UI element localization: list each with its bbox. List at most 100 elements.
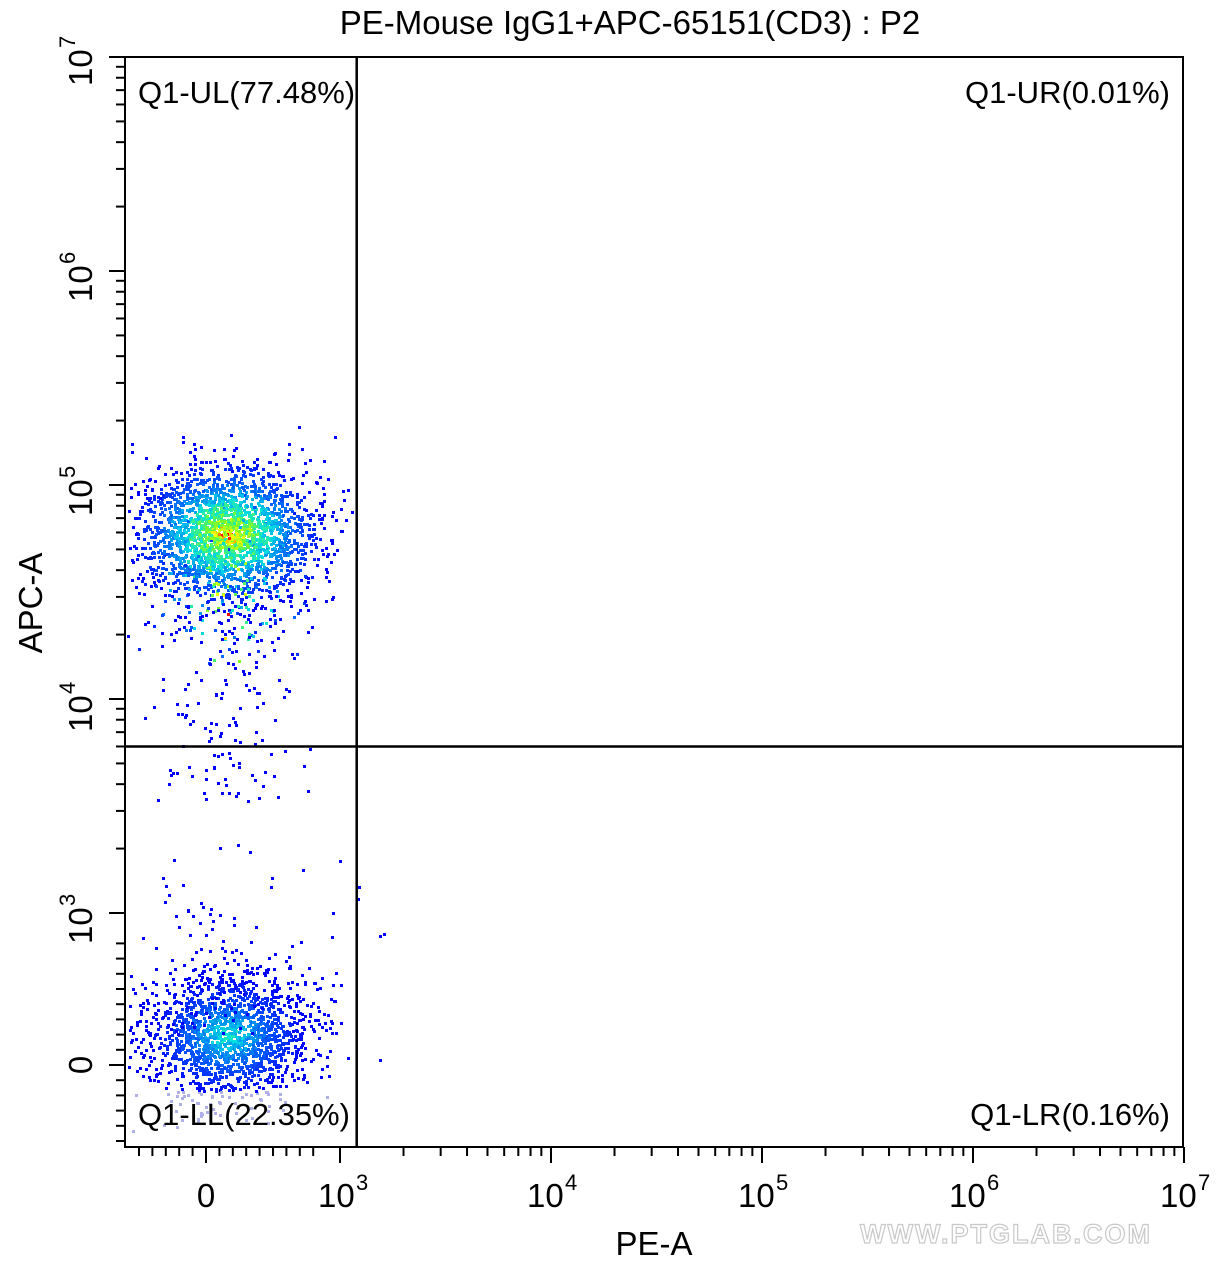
event-dot	[303, 1074, 306, 1077]
event-dot	[268, 1046, 271, 1049]
event-dot	[216, 1041, 219, 1044]
event-dot	[190, 1035, 193, 1038]
event-dot	[226, 565, 229, 568]
event-dot	[201, 604, 204, 607]
event-dot	[202, 490, 205, 493]
event-dot	[170, 505, 173, 508]
event-dot	[307, 534, 310, 537]
event-dot	[215, 516, 218, 519]
event-dot	[273, 547, 276, 550]
event-dot	[323, 527, 326, 530]
event-dot	[159, 1046, 162, 1049]
event-dot	[179, 526, 182, 529]
event-dot	[227, 589, 230, 592]
event-dot	[301, 448, 304, 451]
event-dot	[285, 552, 288, 555]
event-dot	[172, 572, 175, 575]
event-dot	[212, 1026, 215, 1029]
event-dot	[297, 612, 300, 615]
event-dot	[233, 1024, 236, 1027]
event-dot	[153, 1037, 156, 1040]
event-dot	[205, 1009, 208, 1012]
event-dot	[228, 792, 231, 795]
event-dot	[322, 487, 325, 490]
event-dot	[207, 557, 210, 560]
event-dot	[264, 1039, 267, 1042]
event-dot	[311, 626, 314, 629]
event-dot	[245, 596, 248, 599]
event-dot	[236, 547, 239, 550]
event-dot	[321, 502, 324, 505]
event-dot	[250, 1004, 253, 1007]
event-dot	[237, 1022, 240, 1025]
event-dot	[253, 541, 256, 544]
event-dot	[285, 554, 288, 557]
event-dot	[261, 536, 264, 539]
event-dot	[187, 560, 190, 563]
event-dot	[153, 556, 156, 559]
event-dot	[273, 536, 276, 539]
event-dot	[318, 518, 321, 521]
event-dot	[259, 1078, 262, 1081]
event-dot	[233, 642, 236, 645]
event-dot	[176, 573, 179, 576]
event-dot	[245, 1038, 248, 1041]
event-dot	[151, 572, 154, 575]
event-dot	[180, 1013, 183, 1016]
event-dot	[273, 614, 276, 617]
event-dot	[252, 635, 255, 638]
event-dot	[221, 1069, 224, 1072]
event-dot	[155, 573, 158, 576]
event-dot	[215, 525, 218, 528]
event-dot	[279, 550, 282, 553]
event-dot	[184, 569, 187, 572]
event-dot	[174, 1052, 177, 1055]
event-dot	[345, 519, 348, 522]
event-dot	[145, 1068, 148, 1071]
event-dot	[322, 553, 325, 556]
event-dot	[302, 549, 305, 552]
event-dot	[284, 1101, 287, 1104]
event-dot	[180, 562, 183, 565]
event-dot	[252, 599, 255, 602]
event-dot	[289, 987, 292, 990]
event-dot	[303, 545, 306, 548]
event-dot	[284, 544, 287, 547]
event-dot	[141, 506, 144, 509]
event-dot	[192, 559, 195, 562]
event-dot	[216, 535, 219, 538]
event-dot	[181, 484, 184, 487]
event-dot	[203, 1045, 206, 1048]
event-dot	[180, 472, 183, 475]
event-dot	[167, 582, 170, 585]
event-dot	[297, 551, 300, 554]
event-dot	[222, 503, 225, 506]
event-dot	[227, 1054, 230, 1057]
event-dot	[187, 1094, 190, 1097]
event-dot	[285, 537, 288, 540]
event-dot	[166, 989, 169, 992]
event-dot	[260, 543, 263, 546]
event-dot	[227, 481, 230, 484]
event-dot	[277, 1076, 280, 1079]
event-dot	[262, 1087, 265, 1090]
event-dot	[195, 533, 198, 536]
event-dot	[253, 538, 256, 541]
event-dot	[271, 514, 274, 517]
event-dot	[193, 443, 196, 446]
event-dot	[223, 448, 226, 451]
event-dot	[181, 1072, 184, 1075]
event-dot	[295, 1039, 298, 1042]
event-dot	[232, 550, 235, 553]
event-dot	[186, 997, 189, 1000]
event-dot	[223, 1053, 226, 1056]
event-dot	[186, 493, 189, 496]
event-dot	[278, 1053, 281, 1056]
event-dot	[157, 532, 160, 535]
event-dot	[214, 1032, 217, 1035]
event-dot	[286, 589, 289, 592]
event-dot	[179, 496, 182, 499]
event-dot	[189, 538, 192, 541]
event-dot	[181, 1097, 184, 1100]
event-dot	[176, 534, 179, 537]
